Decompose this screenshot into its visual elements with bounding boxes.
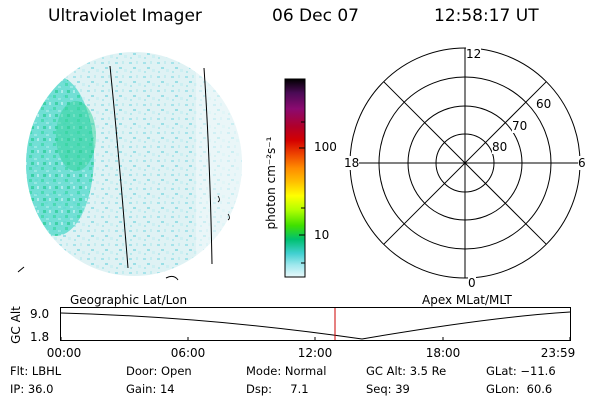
status-seq: Seq: 39 <box>366 382 410 396</box>
color-scale-bar <box>284 78 306 278</box>
timeline-x-tick: 18:00 <box>425 346 461 360</box>
timeline-x-tick: 12:00 <box>297 346 333 360</box>
status-door: Door: Open <box>126 364 192 378</box>
timeline-x-tick: 23:59 <box>540 346 576 360</box>
status-glat: GLat: −11.6 <box>486 364 556 378</box>
timeline-y-axis-label: GC Alt <box>9 306 23 344</box>
mlat-label-80: 80 <box>492 140 508 154</box>
mlt-label-6: 6 <box>578 156 586 170</box>
colorbar-tick-10: 10 <box>314 228 330 242</box>
colorbar-unit-label: photon cm⁻²s⁻¹ <box>264 136 278 230</box>
polar-plot <box>349 47 581 279</box>
date-label: 06 Dec 07 <box>272 6 359 26</box>
time-label: 12:58:17 UT <box>434 6 539 26</box>
instrument-title: Ultraviolet Imager <box>48 6 202 26</box>
status-gain: Gain: 14 <box>126 382 175 396</box>
timeline-y-tick-bottom: 1.8 <box>30 330 50 344</box>
status-gc-alt: GC Alt: 3.5 Re <box>366 364 447 378</box>
mlt-label-12: 12 <box>466 47 482 61</box>
status-dsp: Dsp: 7.1 <box>246 382 309 396</box>
timeline-x-tick: 06:00 <box>170 346 206 360</box>
status-glon: GLon: 60.6 <box>486 382 553 396</box>
aurora-image <box>17 52 242 281</box>
timeline-y-tick-top: 9.0 <box>30 307 50 321</box>
timeline-left-caption: Geographic Lat/Lon <box>70 293 188 307</box>
mlat-label-60: 60 <box>536 97 552 111</box>
status-mode: Mode: Normal <box>246 364 327 378</box>
status-ip: IP: 36.0 <box>10 382 54 396</box>
mlat-label-70: 70 <box>512 119 528 133</box>
timeline-x-tick: 00:00 <box>46 346 82 360</box>
mlt-label-0: 0 <box>468 276 476 290</box>
status-filter: Flt: LBHL <box>10 364 62 378</box>
altitude-timeline <box>60 307 571 341</box>
timeline-right-caption: Apex MLat/MLT <box>422 293 512 307</box>
colorbar-tick-100: 100 <box>314 140 337 154</box>
mlt-label-18: 18 <box>344 156 360 170</box>
